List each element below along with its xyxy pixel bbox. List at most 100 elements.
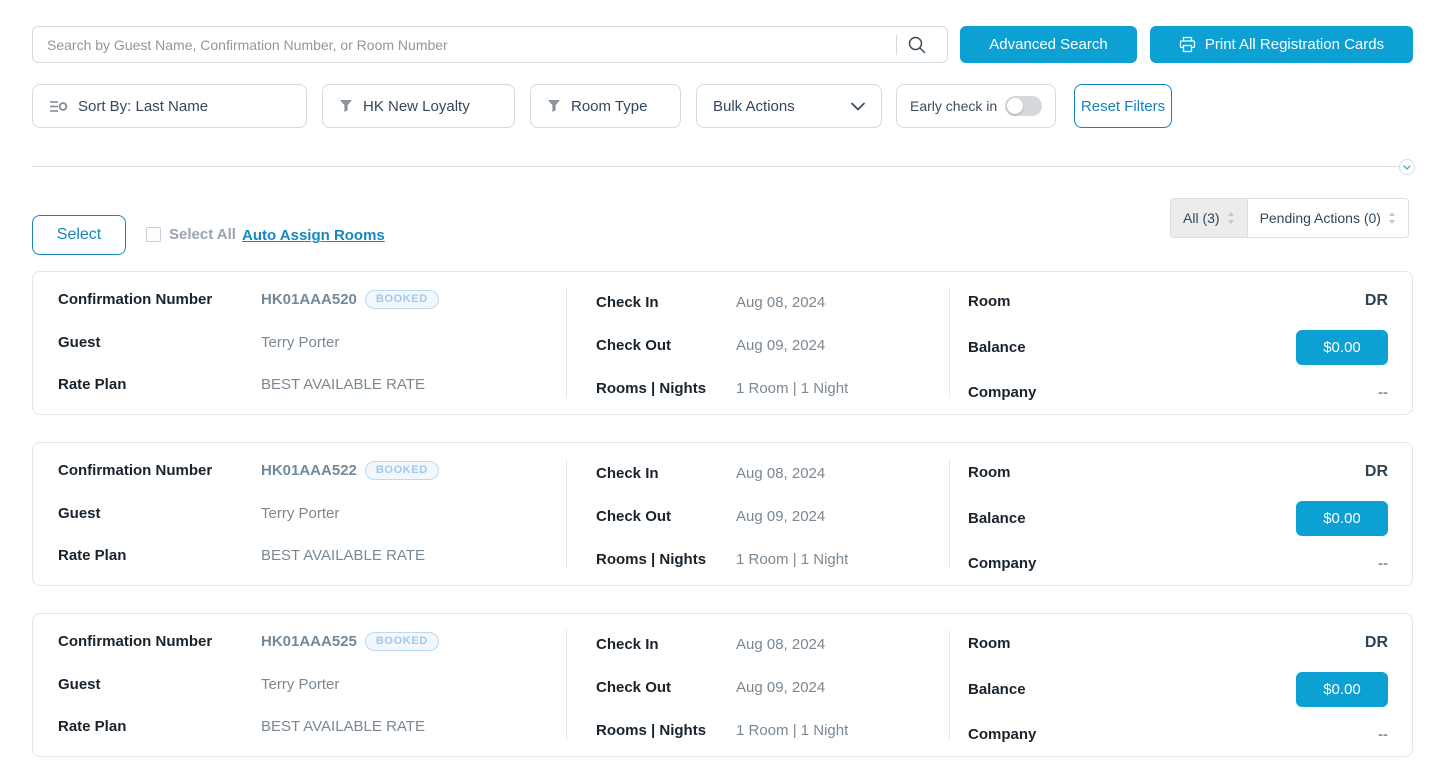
sorter-icon bbox=[1227, 212, 1235, 224]
card-column-divider bbox=[949, 630, 950, 740]
room-type-filter-dropdown[interactable]: Room Type bbox=[530, 84, 681, 128]
guest-value: Terry Porter bbox=[261, 505, 340, 522]
company-value: -- bbox=[1378, 384, 1388, 401]
check-out-label: Check Out bbox=[596, 679, 672, 696]
card-stay-column: Check In Aug 08, 2024 Check Out Aug 09, … bbox=[596, 443, 941, 585]
guest-value: Terry Porter bbox=[261, 334, 340, 351]
check-out-value: Aug 09, 2024 bbox=[736, 508, 826, 525]
filter-funnel-icon bbox=[547, 99, 561, 113]
balance-label: Balance bbox=[968, 338, 1026, 356]
card-room-column: Room DR Balance $0.00 Company -- bbox=[968, 443, 1388, 585]
card-stay-column: Check In Aug 08, 2024 Check Out Aug 09, … bbox=[596, 272, 941, 414]
guest-value: Terry Porter bbox=[261, 676, 340, 693]
check-in-value: Aug 08, 2024 bbox=[736, 636, 826, 653]
tab-pending-actions[interactable]: Pending Actions (0) bbox=[1248, 199, 1408, 237]
confirmation-number-label: Confirmation Number bbox=[58, 291, 213, 308]
balance-button[interactable]: $0.00 bbox=[1296, 671, 1388, 707]
search-icon[interactable] bbox=[907, 27, 947, 62]
balance-button[interactable]: $0.00 bbox=[1296, 500, 1388, 536]
sorter-icon bbox=[1388, 212, 1396, 224]
check-in-label: Check In bbox=[596, 465, 659, 482]
check-out-value: Aug 09, 2024 bbox=[736, 337, 826, 354]
rate-plan-value: BEST AVAILABLE RATE bbox=[261, 376, 425, 393]
rooms-nights-label: Rooms | Nights bbox=[596, 380, 707, 397]
auto-assign-rooms-link[interactable]: Auto Assign Rooms bbox=[242, 227, 385, 244]
card-stay-column: Check In Aug 08, 2024 Check Out Aug 09, … bbox=[596, 614, 941, 756]
balance-label: Balance bbox=[968, 680, 1026, 698]
search-input[interactable] bbox=[33, 36, 896, 53]
company-label: Company bbox=[968, 726, 1037, 743]
sort-icon bbox=[49, 98, 68, 115]
select-all-control: Select All bbox=[146, 226, 236, 243]
card-column-divider bbox=[566, 630, 567, 740]
tab-all-label: All (3) bbox=[1183, 210, 1220, 226]
rate-plan-value: BEST AVAILABLE RATE bbox=[261, 547, 425, 564]
status-badge: BOOKED bbox=[364, 290, 439, 309]
card-column-divider bbox=[949, 288, 950, 398]
reset-filters-button[interactable]: Reset Filters bbox=[1074, 84, 1172, 128]
select-all-label: Select All bbox=[169, 226, 236, 243]
check-in-value: Aug 08, 2024 bbox=[736, 294, 826, 311]
reservation-card[interactable]: Confirmation Number HK01AAA520 BOOKED Gu… bbox=[32, 271, 1413, 415]
check-in-value: Aug 08, 2024 bbox=[736, 465, 826, 482]
collapse-chevron-icon[interactable] bbox=[1399, 159, 1415, 175]
confirmation-number-value: HK01AAA525 bbox=[261, 633, 357, 650]
section-divider bbox=[32, 166, 1399, 167]
card-room-column: Room DR Balance $0.00 Company -- bbox=[968, 272, 1388, 414]
reservation-card[interactable]: Confirmation Number HK01AAA522 BOOKED Gu… bbox=[32, 442, 1413, 586]
print-all-label: Print All Registration Cards bbox=[1204, 36, 1385, 53]
sort-by-dropdown[interactable]: Sort By: Last Name bbox=[32, 84, 307, 128]
check-in-label: Check In bbox=[596, 294, 659, 311]
bulk-actions-dropdown[interactable]: Bulk Actions bbox=[696, 84, 882, 128]
room-type-filter-label: Room Type bbox=[571, 97, 648, 115]
reservation-card[interactable]: Confirmation Number HK01AAA525 BOOKED Gu… bbox=[32, 613, 1413, 757]
check-in-label: Check In bbox=[596, 636, 659, 653]
advanced-search-button[interactable]: Advanced Search bbox=[960, 26, 1137, 63]
guest-label: Guest bbox=[58, 334, 101, 351]
room-value: DR bbox=[1364, 292, 1388, 309]
balance-button[interactable]: $0.00 bbox=[1296, 329, 1388, 365]
room-value: DR bbox=[1364, 634, 1388, 651]
filter-funnel-icon bbox=[339, 99, 353, 113]
guest-label: Guest bbox=[58, 505, 101, 522]
tab-all[interactable]: All (3) bbox=[1171, 199, 1248, 237]
rooms-nights-value: 1 Room | 1 Night bbox=[736, 380, 849, 397]
check-out-label: Check Out bbox=[596, 337, 672, 354]
rooms-nights-value: 1 Room | 1 Night bbox=[736, 551, 849, 568]
company-value: -- bbox=[1378, 726, 1388, 743]
rate-plan-value: BEST AVAILABLE RATE bbox=[261, 718, 425, 735]
rate-plan-label: Rate Plan bbox=[58, 376, 127, 393]
search-divider bbox=[896, 34, 897, 55]
printer-icon bbox=[1179, 36, 1196, 53]
card-column-divider bbox=[566, 459, 567, 569]
chevron-down-icon bbox=[851, 102, 865, 111]
room-label: Room bbox=[968, 292, 1011, 310]
check-out-label: Check Out bbox=[596, 508, 672, 525]
rate-plan-label: Rate Plan bbox=[58, 547, 127, 564]
confirmation-number-value: HK01AAA520 bbox=[261, 291, 357, 308]
company-label: Company bbox=[968, 384, 1037, 401]
balance-label: Balance bbox=[968, 509, 1026, 527]
bulk-actions-label: Bulk Actions bbox=[713, 97, 795, 115]
early-check-in-control: Early check in bbox=[896, 84, 1056, 128]
tab-pending-actions-label: Pending Actions (0) bbox=[1259, 210, 1381, 226]
room-value: DR bbox=[1364, 463, 1388, 480]
card-column-divider bbox=[566, 288, 567, 398]
loyalty-filter-dropdown[interactable]: HK New Loyalty bbox=[322, 84, 515, 128]
card-room-column: Room DR Balance $0.00 Company -- bbox=[968, 614, 1388, 756]
room-label: Room bbox=[968, 463, 1011, 481]
select-button[interactable]: Select bbox=[32, 215, 126, 255]
select-all-checkbox[interactable] bbox=[146, 227, 161, 242]
rooms-nights-value: 1 Room | 1 Night bbox=[736, 722, 849, 739]
rooms-nights-label: Rooms | Nights bbox=[596, 551, 707, 568]
search-box bbox=[32, 26, 948, 63]
card-guest-column: Confirmation Number HK01AAA522 BOOKED Gu… bbox=[58, 443, 558, 585]
room-label: Room bbox=[968, 634, 1011, 652]
early-check-in-label: Early check in bbox=[910, 98, 998, 114]
print-all-registration-cards-button[interactable]: Print All Registration Cards bbox=[1150, 26, 1413, 63]
guest-label: Guest bbox=[58, 676, 101, 693]
early-check-in-toggle[interactable] bbox=[1005, 96, 1042, 116]
status-badge: BOOKED bbox=[364, 632, 439, 651]
company-label: Company bbox=[968, 555, 1037, 572]
